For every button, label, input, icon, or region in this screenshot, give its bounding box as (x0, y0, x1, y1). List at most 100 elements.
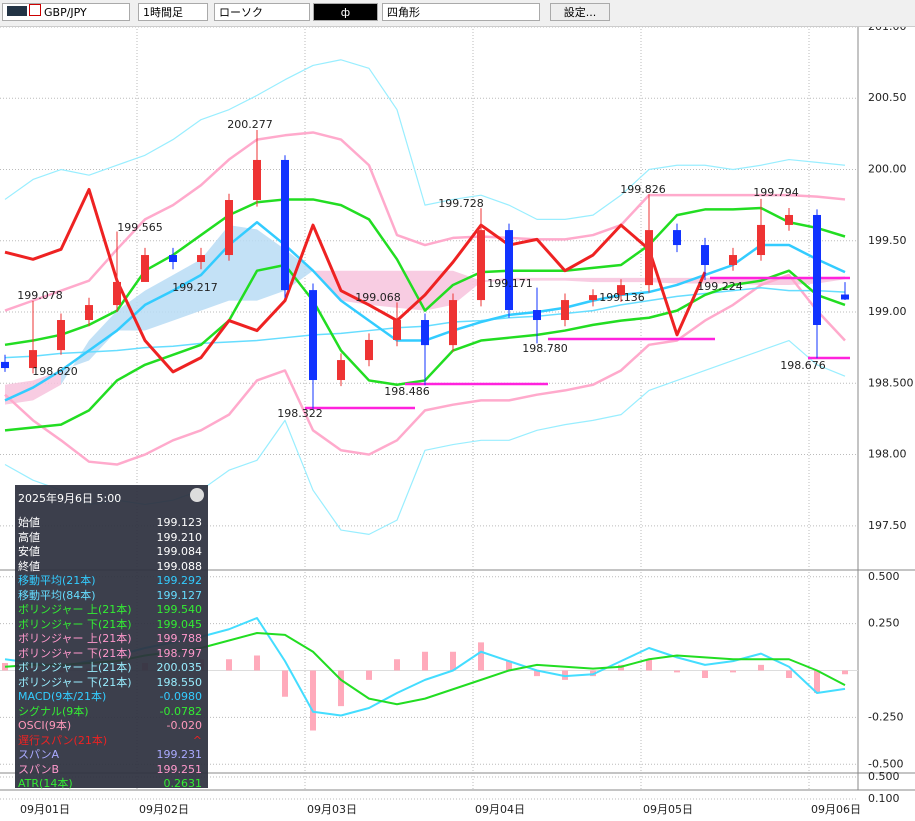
osci-bar (226, 659, 232, 671)
candle-body (253, 159, 261, 201)
osci-bar (310, 670, 316, 731)
cloud-segment (201, 225, 229, 311)
info-row: ボリンジャー 上(21本) 199.788 (18, 632, 204, 646)
settings-button[interactable]: 設定... (550, 3, 610, 21)
indicator-line (4, 59, 846, 220)
price-annotation: 199.826 (620, 183, 666, 196)
price-annotation: 199.136 (599, 291, 645, 304)
price-annotation: 199.224 (697, 280, 743, 293)
chart-type-select[interactable]: ローソク (214, 3, 310, 21)
cloud-segment (33, 370, 61, 401)
osci-bar (814, 670, 820, 693)
osci-bar (758, 664, 764, 671)
candle-body (785, 214, 793, 225)
info-row: ボリンジャー 下(21本) 198.797 (18, 647, 204, 661)
cloud-segment (229, 225, 257, 301)
cloud-segment (145, 274, 173, 331)
info-label: 終値 (18, 559, 40, 573)
candle-body (645, 230, 653, 286)
y-tick-label: -0.250 (868, 710, 903, 723)
osci-bar (646, 659, 652, 671)
info-value: 199.292 (156, 574, 203, 587)
symbol-select[interactable]: GBP/JPY (2, 3, 130, 21)
cloud-segment (565, 277, 593, 283)
candle-body (169, 255, 177, 263)
y-tick-label: -0.500 (868, 757, 903, 770)
info-label: 遅行スパン(21本) (18, 733, 108, 747)
osci-bar (674, 670, 680, 673)
info-row: ボリンジャー 下(21本) 198.550 (18, 676, 204, 690)
candle-body (29, 350, 37, 369)
info-row: スパンA 199.231 (18, 748, 204, 762)
info-row: 移動平均(21本) 199.292 (18, 574, 204, 588)
osci-bar (730, 670, 736, 673)
cloud-segment (5, 380, 33, 405)
candle-body (505, 230, 513, 311)
info-value: -0.0980 (159, 690, 202, 703)
tool: 四角形 (387, 6, 420, 19)
info-row: 高値 199.210 (18, 531, 204, 545)
info-value: -0.0782 (159, 704, 202, 718)
candle-body (589, 295, 597, 301)
candle-body (281, 159, 289, 291)
info-row: 遅行スパン(21本) ^ (18, 734, 204, 748)
info-value: ^ (192, 733, 202, 747)
cloud-segment (481, 277, 509, 283)
info-label: スパンB (18, 762, 60, 776)
osci-bar (366, 670, 372, 680)
settings: 設定... (563, 6, 597, 19)
toolbar: GBP/JPY 1時間足 ローソク ф 四角形 設定... (0, 0, 915, 27)
indicator-line (4, 187, 707, 374)
info-label: OSCI(9本) (18, 719, 72, 732)
info-value: 199.088 (156, 559, 203, 573)
candle-body (421, 320, 429, 346)
info-label: ボリンジャー 上(21本) (18, 603, 132, 616)
y-tick-label: 0.500 (868, 770, 900, 783)
cloud-segment (341, 270, 369, 305)
osci-bar (422, 651, 428, 671)
info-label: ボリンジャー 下(21本) (18, 675, 132, 689)
info-row: 移動平均(84本) 199.127 (18, 589, 204, 603)
axis-bg (858, 26, 915, 821)
cloud-segment (61, 340, 89, 385)
cloud-segment (593, 277, 621, 283)
price-annotation: 199.217 (172, 281, 218, 294)
candle-body (57, 320, 65, 351)
info-value: 199.231 (156, 748, 203, 761)
candle-body (617, 285, 625, 296)
info-value: 198.550 (156, 675, 203, 689)
y-tick-label: 0.500 (868, 570, 900, 583)
candle-body (477, 230, 485, 301)
timeframe-select[interactable]: 1時間足 (138, 3, 208, 21)
info-value: 199.045 (156, 617, 203, 631)
price-annotation: 199.078 (17, 289, 63, 302)
indicator-line (4, 131, 846, 312)
chart-type: ローソク (219, 6, 263, 19)
candle-body (561, 300, 569, 321)
osci-bar (254, 655, 260, 671)
price-annotation: 198.780 (522, 342, 568, 355)
info-row: ボリンジャー 上(21本) 200.035 (18, 661, 204, 675)
candle-body (841, 294, 849, 300)
x-tick-label: 09月03日 (307, 803, 357, 816)
candle-body (449, 300, 457, 346)
info-label: スパンA (18, 748, 60, 761)
osci-bar (786, 670, 792, 678)
tool-input[interactable]: 四角形 (382, 3, 540, 21)
color-select[interactable]: ф (313, 3, 378, 21)
info-label: 移動平均(21本) (18, 574, 96, 587)
info-label: ボリンジャー 下(21本) (18, 617, 132, 631)
x-tick-label: 09月02日 (139, 803, 189, 816)
candle-body (533, 310, 541, 321)
color-box: ф (340, 6, 351, 19)
collapse-button[interactable] (190, 488, 204, 502)
info-row: ボリンジャー 上(21本) 199.540 (18, 603, 204, 617)
candle-body (85, 305, 93, 321)
info-value: 199.540 (156, 603, 203, 616)
candle-body (673, 230, 681, 246)
cloud-segment (369, 270, 397, 308)
info-value: -0.020 (166, 719, 202, 732)
osci-bar (534, 670, 540, 677)
x-tick-label: 09月01日 (20, 803, 70, 816)
